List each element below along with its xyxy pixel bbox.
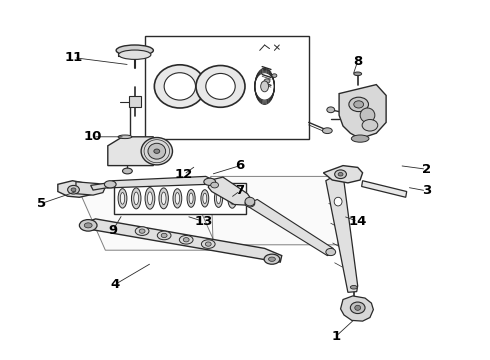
Ellipse shape [161, 192, 166, 204]
Ellipse shape [116, 45, 153, 56]
Text: 1: 1 [331, 330, 340, 343]
Ellipse shape [161, 233, 167, 238]
Ellipse shape [264, 79, 270, 83]
Text: 2: 2 [422, 163, 431, 176]
Ellipse shape [261, 81, 269, 92]
Ellipse shape [264, 254, 280, 264]
Ellipse shape [135, 227, 149, 235]
Ellipse shape [131, 188, 141, 209]
Ellipse shape [326, 248, 336, 256]
Ellipse shape [189, 193, 193, 204]
Polygon shape [81, 219, 282, 262]
Polygon shape [339, 85, 386, 139]
Ellipse shape [205, 242, 211, 246]
Text: 14: 14 [348, 215, 367, 228]
Ellipse shape [335, 170, 346, 179]
Polygon shape [76, 182, 105, 195]
Ellipse shape [215, 189, 222, 207]
Text: 5: 5 [37, 197, 46, 210]
Ellipse shape [350, 285, 357, 289]
Text: 6: 6 [236, 159, 245, 172]
Ellipse shape [355, 305, 361, 310]
Polygon shape [108, 137, 153, 166]
Ellipse shape [121, 193, 124, 204]
Ellipse shape [338, 172, 343, 176]
Ellipse shape [175, 193, 179, 204]
Text: 12: 12 [174, 168, 193, 181]
Polygon shape [326, 174, 358, 292]
Ellipse shape [79, 220, 97, 231]
Ellipse shape [118, 189, 127, 208]
Text: 4: 4 [111, 278, 120, 291]
Ellipse shape [134, 192, 139, 204]
Ellipse shape [71, 188, 76, 192]
Ellipse shape [118, 135, 132, 139]
Polygon shape [58, 181, 96, 197]
Ellipse shape [228, 189, 237, 208]
Ellipse shape [354, 101, 364, 108]
Ellipse shape [173, 189, 182, 208]
Text: 8: 8 [353, 55, 362, 68]
Ellipse shape [322, 128, 332, 134]
Text: 11: 11 [64, 51, 83, 64]
Polygon shape [107, 176, 212, 188]
Ellipse shape [148, 143, 166, 159]
Bar [145, 36, 309, 139]
Polygon shape [341, 296, 373, 321]
Ellipse shape [245, 197, 255, 206]
Ellipse shape [334, 197, 342, 206]
Ellipse shape [164, 73, 196, 100]
Ellipse shape [157, 231, 171, 240]
Text: 13: 13 [194, 215, 213, 228]
Ellipse shape [119, 50, 151, 59]
Ellipse shape [331, 194, 345, 210]
Polygon shape [323, 166, 363, 183]
Ellipse shape [269, 257, 275, 261]
Polygon shape [91, 183, 110, 190]
Ellipse shape [201, 240, 215, 248]
Ellipse shape [145, 188, 155, 209]
Ellipse shape [68, 185, 79, 194]
Ellipse shape [147, 192, 152, 205]
Ellipse shape [327, 107, 335, 113]
Ellipse shape [104, 181, 116, 188]
Polygon shape [76, 184, 218, 250]
Ellipse shape [201, 190, 209, 207]
Ellipse shape [245, 200, 255, 207]
Ellipse shape [351, 135, 369, 142]
Polygon shape [211, 176, 338, 245]
Ellipse shape [154, 149, 160, 153]
Text: 9: 9 [108, 224, 117, 237]
Ellipse shape [159, 188, 169, 209]
Polygon shape [246, 199, 334, 256]
Ellipse shape [154, 65, 205, 108]
Ellipse shape [187, 189, 195, 207]
Ellipse shape [354, 72, 362, 76]
Ellipse shape [139, 229, 145, 233]
Ellipse shape [350, 302, 365, 314]
Ellipse shape [206, 73, 235, 99]
Ellipse shape [203, 193, 207, 203]
Bar [114, 183, 246, 214]
Ellipse shape [122, 168, 132, 174]
Text: 7: 7 [236, 184, 245, 197]
Ellipse shape [141, 138, 172, 165]
Ellipse shape [179, 235, 193, 244]
Text: 3: 3 [422, 184, 431, 197]
Polygon shape [208, 177, 252, 205]
Ellipse shape [204, 178, 216, 185]
Polygon shape [362, 181, 407, 197]
Ellipse shape [349, 97, 368, 112]
Text: 10: 10 [84, 130, 102, 143]
Ellipse shape [272, 74, 277, 77]
Ellipse shape [183, 238, 189, 242]
Ellipse shape [84, 223, 92, 228]
Ellipse shape [211, 182, 219, 188]
Ellipse shape [196, 66, 245, 107]
Ellipse shape [360, 108, 375, 122]
Bar [129, 96, 141, 107]
Ellipse shape [230, 193, 235, 204]
Ellipse shape [362, 120, 378, 131]
Ellipse shape [217, 193, 221, 204]
